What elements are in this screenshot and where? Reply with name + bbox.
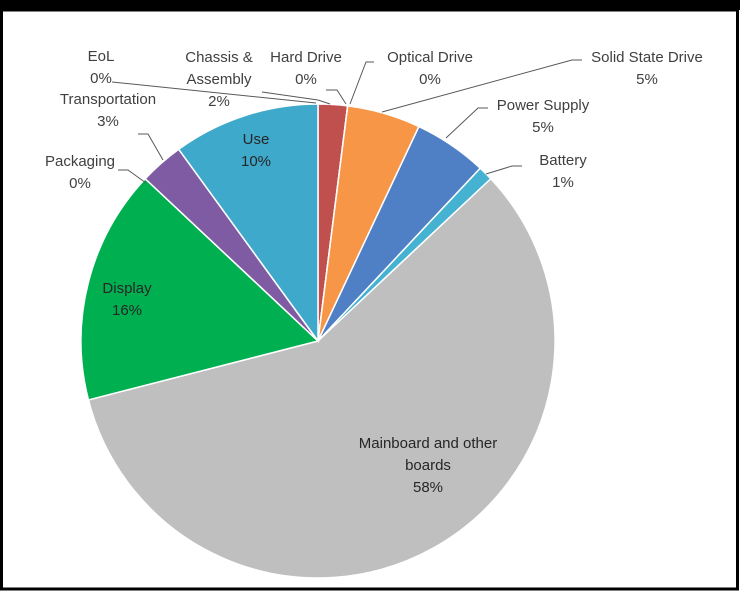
slice-value-label: 16% [111,302,143,319]
slice-label: Solid State Drive 5% [577,47,717,91]
slice-value-label: 0% [90,70,112,87]
slice-value-label: 2% [208,93,230,110]
slice-label: Battery 1% [523,150,603,194]
slice-name: Mainboard and other boards [358,435,498,474]
slice-label: Chassis & Assembly 2% [177,47,262,113]
leader-lines [111,59,582,184]
slice-value-label: 5% [636,71,658,88]
slice-label: Mainboard and other boards 58% [358,433,498,499]
slice-name: Packaging [44,153,116,170]
slice-value-label: 0% [69,175,91,192]
leader-line [381,59,582,113]
slice-label: Transportation 3% [43,89,173,133]
slice-label: EoL 0% [71,46,131,90]
slice-value-label: 5% [532,119,554,136]
slice-name: Use [242,131,270,148]
slice-name: Optical Drive [387,49,473,66]
slice-value-label: 10% [240,153,272,170]
slice-name: Chassis & Assembly [185,49,253,88]
leader-line [118,169,147,184]
leader-line [138,133,164,161]
pie-slice [80,177,320,401]
slice-name: Power Supply [496,97,590,114]
slice-name: Solid State Drive [591,49,703,66]
leader-line [111,81,317,104]
slice-label: Hard Drive 0% [261,47,351,91]
slice-value-label: 0% [419,71,441,88]
slice-label: Use 10% [226,129,286,173]
frame-border [0,8,739,591]
pie-slice [87,177,556,579]
slice-name: Battery [539,152,587,169]
slice-name: EoL [87,48,115,65]
leader-line [485,165,522,175]
slices [80,103,556,579]
slice-label: Packaging 0% [30,151,130,195]
slice-name: Hard Drive [270,49,342,66]
leader-line [326,89,347,105]
slice-label: Display 16% [87,278,167,322]
slice-name: Display [102,280,152,297]
leader-line [445,107,488,139]
slice-value-label: 0% [295,71,317,88]
slice-label: Power Supply 5% [483,95,603,139]
leader-line [349,61,374,105]
slice-name: Transportation [59,91,157,108]
slice-value-label: 3% [97,113,119,130]
top-band [0,0,740,10]
leader-line [261,91,331,105]
slice-value-label: 58% [412,479,444,496]
slice-value-label: 1% [552,174,574,191]
slice-label: Optical Drive 0% [375,47,485,91]
pie-slice [177,103,319,344]
